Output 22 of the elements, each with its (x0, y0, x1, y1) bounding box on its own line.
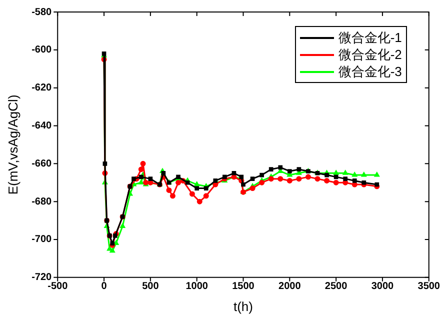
y-axis-title: E(mV,vsAg/AgCl) (5, 94, 20, 195)
x-tick-label: 2500 (324, 281, 348, 292)
y-tick-label: -660 (32, 158, 52, 170)
x-tick-label: 3000 (371, 281, 394, 292)
y-tick-label: -700 (32, 234, 52, 246)
y-tick-label: -580 (32, 6, 52, 18)
y-tick-label: -720 (32, 272, 52, 284)
x-tick-label: 3500 (418, 281, 440, 292)
legend-label: 微合金化-2 (338, 46, 402, 63)
y-tick-label: -680 (32, 196, 52, 208)
x-tick-label: 0 (101, 281, 108, 292)
x-tick-label: 1000 (186, 281, 208, 292)
y-tick-label: -620 (32, 82, 52, 94)
x-tick-label: -500 (48, 281, 68, 292)
x-tick-label: 500 (142, 281, 160, 292)
x-axis-title: t(h) (233, 298, 253, 314)
legend-label: 微合金化-3 (338, 63, 402, 80)
y-tick-label: -640 (32, 120, 52, 132)
x-tick-label: 2000 (278, 281, 302, 292)
x-tick-label: 1500 (232, 281, 255, 292)
legend-label: 微合金化-1 (338, 29, 402, 46)
y-tick-label: -600 (32, 44, 52, 56)
